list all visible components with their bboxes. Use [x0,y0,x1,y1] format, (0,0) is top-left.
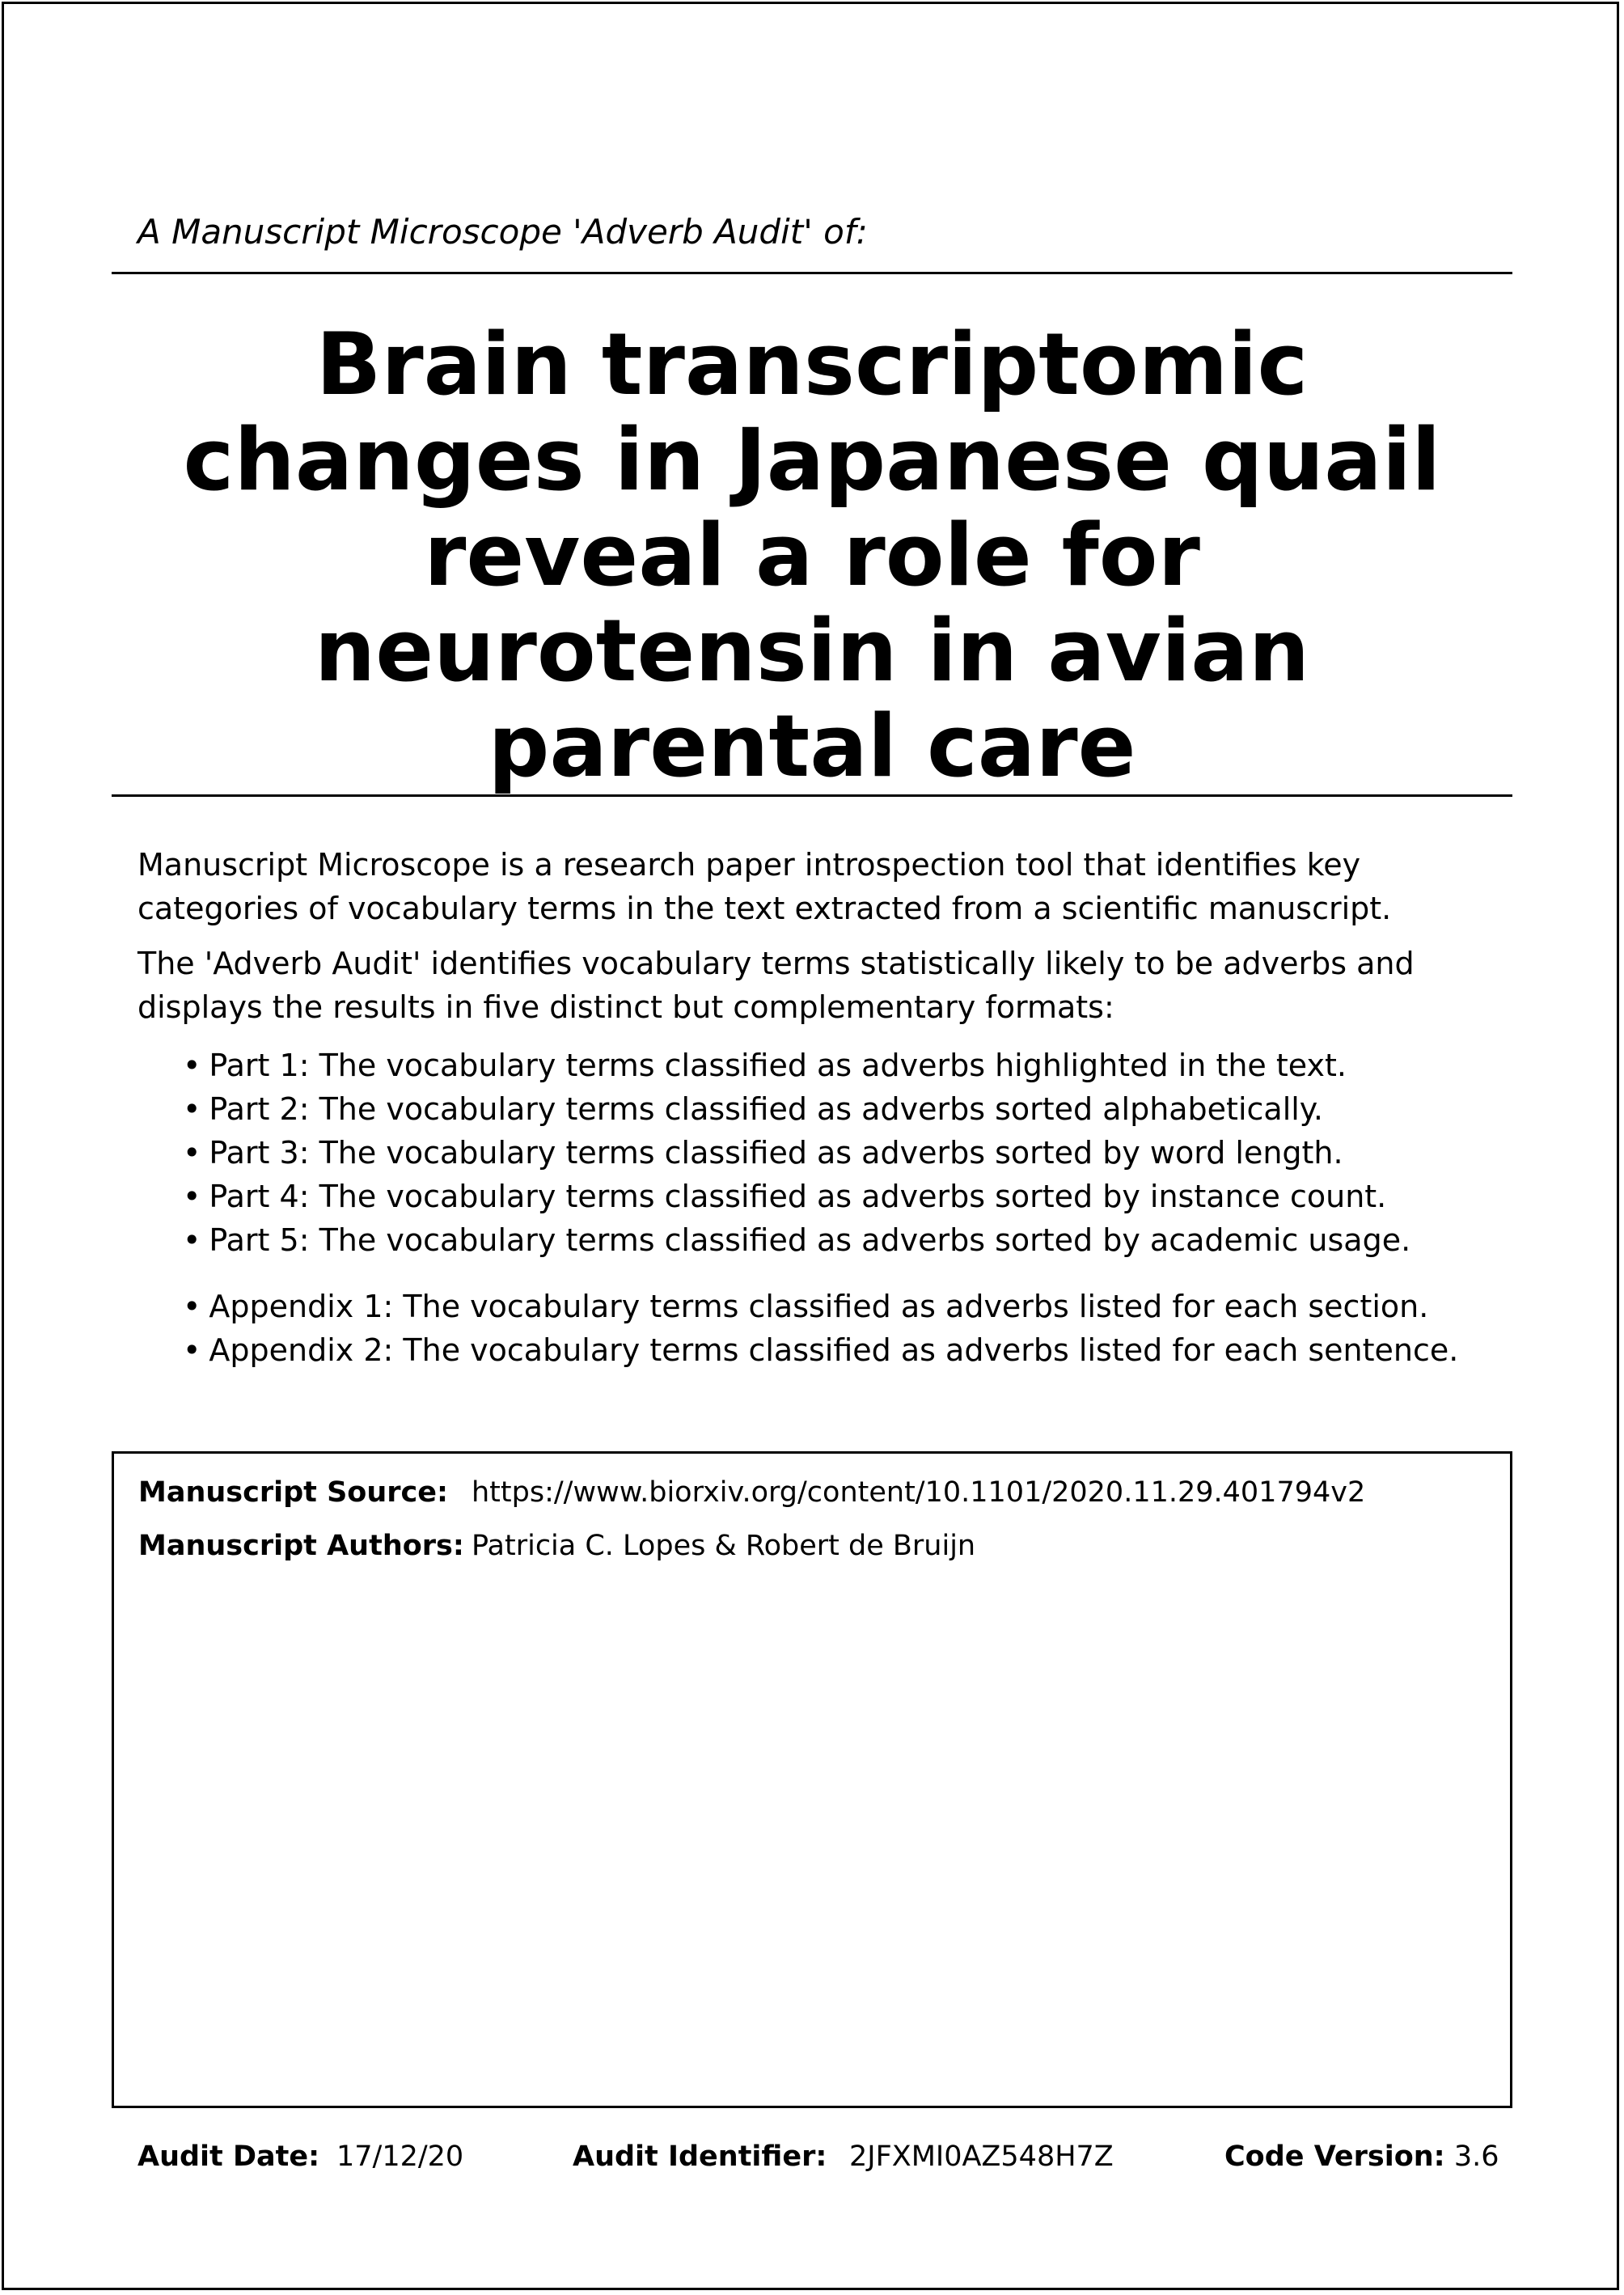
intro-section: Manuscript Microscope is a research pape… [137,843,1512,1372]
manuscript-source-row: Manuscript Source: https://www.biorxiv.or… [138,1476,1365,1509]
title-divider [112,794,1512,797]
title-line: neurotensin in avian [314,601,1310,701]
list-item: Part 1: The vocabulary terms classified … [183,1044,1512,1087]
list-item: Appendix 2: The vocabulary terms classif… [183,1328,1512,1372]
audit-date: Audit Date: 17/12/20 [137,2140,463,2173]
manuscript-authors-value: Patricia C. Lopes & Robert de Bruijn [472,1530,976,1562]
list-item: Part 5: The vocabulary terms classified … [183,1218,1512,1262]
audit-identifier-label: Audit Identifier: [573,2140,827,2173]
list-item: Part 4: The vocabulary terms classified … [183,1175,1512,1218]
manuscript-title: Brain transcriptomic changes in Japanese… [112,317,1512,794]
manuscript-authors-row: Manuscript Authors: Patricia C. Lopes & R… [138,1530,975,1562]
list-item: Appendix 1: The vocabulary terms classif… [183,1285,1512,1328]
appendix-list: Appendix 1: The vocabulary terms classif… [137,1285,1512,1372]
code-version-value: 3.6 [1453,2140,1499,2173]
audit-header-label: A Manuscript Microscope 'Adverb Audit' o… [137,212,868,252]
manuscript-source-value: https://www.biorxiv.org/content/10.1101/… [472,1476,1366,1509]
code-version-label: Code Version: [1224,2140,1445,2173]
manuscript-info-box: Manuscript Source: https://www.biorxiv.or… [112,1451,1512,2108]
title-line: reveal a role for [424,506,1200,605]
audit-identifier: Audit Identifier: 2JFXMI0AZ548H7Z [573,2140,1114,2173]
manuscript-authors-label: Manuscript Authors: [138,1530,464,1562]
audit-date-label: Audit Date: [137,2140,320,2173]
code-version: Code Version: 3.6 [1224,2140,1499,2173]
parts-list: Part 1: The vocabulary terms classified … [137,1044,1512,1262]
list-item: Part 3: The vocabulary terms classified … [183,1131,1512,1175]
title-line: parental care [488,697,1136,796]
audit-identifier-value: 2JFXMI0AZ548H7Z [849,2140,1114,2173]
intro-paragraph: The 'Adverb Audit' identifies vocabulary… [137,946,1415,1025]
header-divider [112,272,1512,274]
list-item: Part 2: The vocabulary terms classified … [183,1087,1512,1131]
manuscript-source-label: Manuscript Source: [138,1476,449,1509]
title-line: Brain transcriptomic [315,315,1309,414]
intro-paragraph: Manuscript Microscope is a research pape… [137,847,1392,926]
title-line: changes in Japanese quail [183,410,1441,510]
audit-date-value: 17/12/20 [336,2140,464,2173]
